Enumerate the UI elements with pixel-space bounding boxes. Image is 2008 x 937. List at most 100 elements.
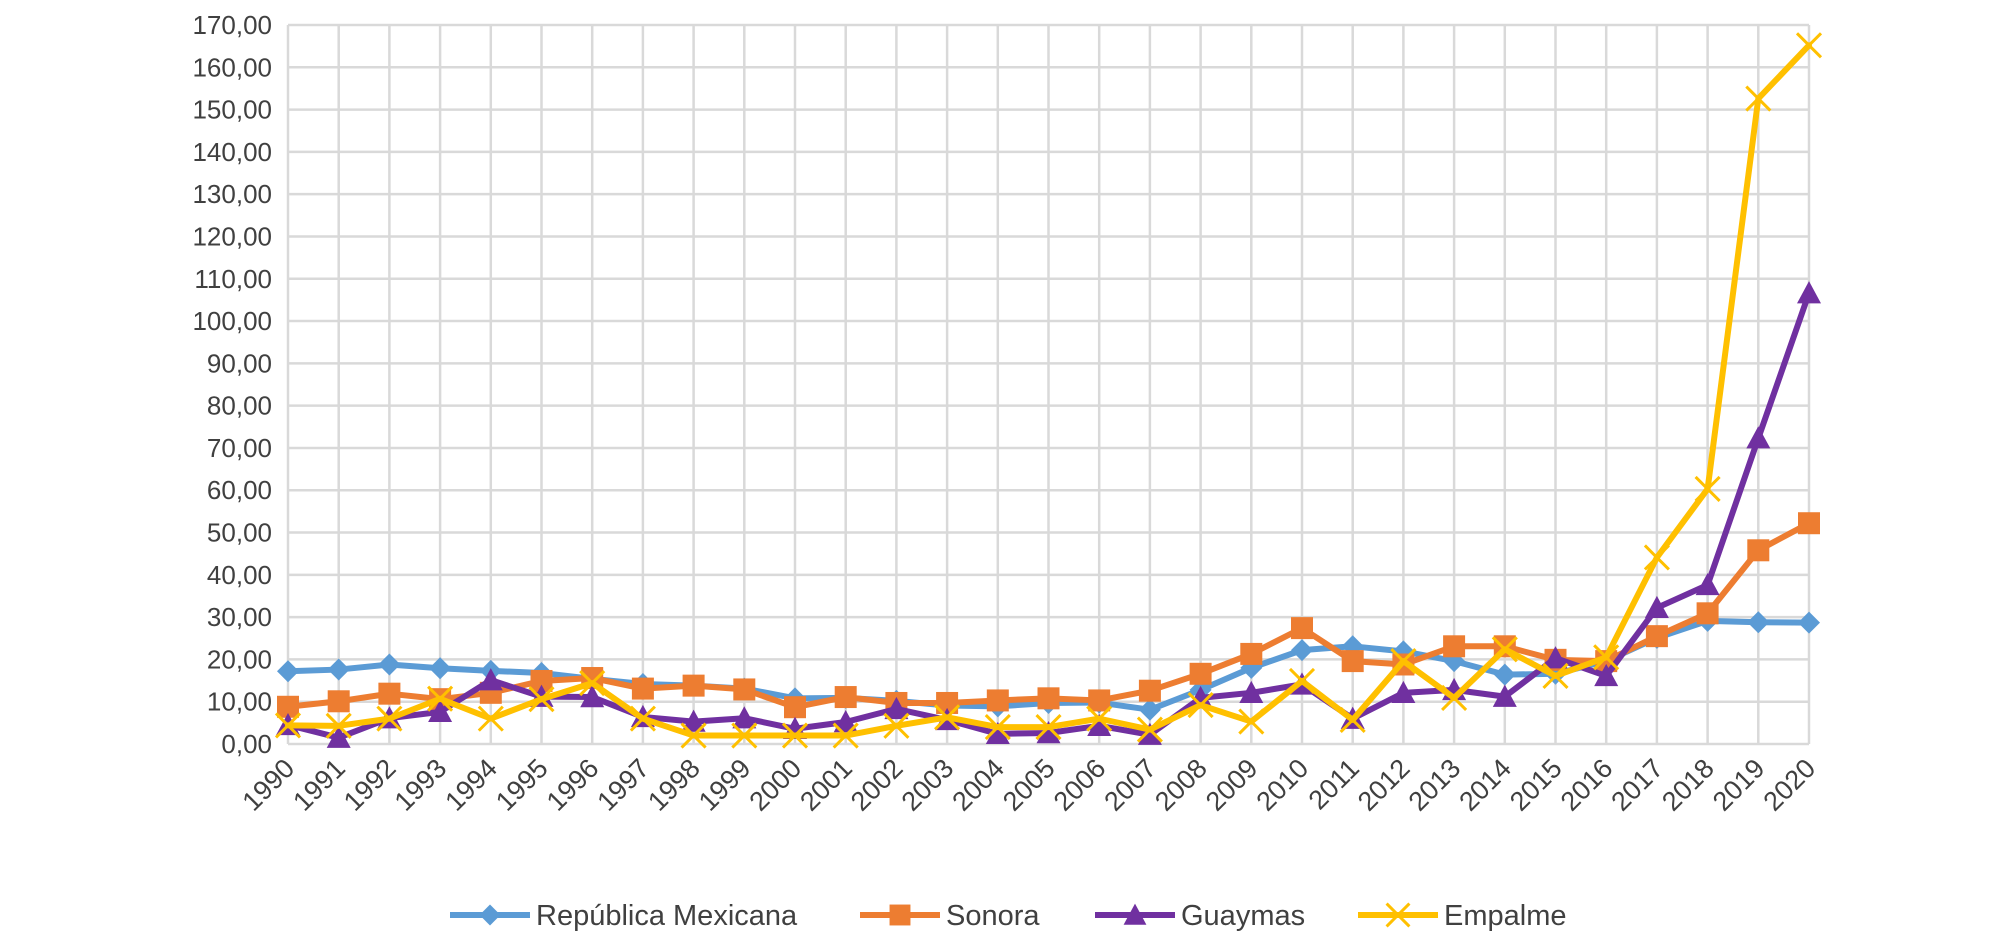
data-point-marker (1441, 684, 1468, 711)
data-point-marker (378, 653, 401, 676)
data-point-marker (1288, 667, 1316, 695)
marker-stroke (1795, 32, 1823, 59)
data-point-marker (1542, 662, 1569, 689)
legend-item: Empalme (1358, 900, 1567, 932)
data-point-marker (832, 722, 859, 749)
legend-label: República Mexicana (536, 900, 798, 932)
data-point-marker (1747, 539, 1770, 562)
data-point-marker (376, 705, 403, 732)
data-point-marker (1643, 544, 1670, 571)
data-point-marker (1594, 663, 1619, 687)
data-point-marker (883, 712, 910, 739)
data-point-marker (889, 904, 911, 926)
data-point-marker (1644, 595, 1669, 619)
data-point-marker (1035, 714, 1062, 741)
marker-stroke (934, 704, 961, 731)
data-point-marker (580, 685, 605, 708)
data-point-marker (1239, 680, 1264, 704)
data-point-marker (479, 904, 501, 926)
x-tick-label: 2020 (1758, 753, 1822, 817)
data-point-marker (1390, 648, 1417, 675)
marker-stroke (781, 722, 809, 749)
x-tick-label: 1991 (287, 753, 351, 817)
data-point-marker (629, 705, 656, 732)
data-point-marker (884, 696, 909, 720)
data-point-marker (274, 712, 302, 739)
data-point-marker (1137, 722, 1162, 745)
marker-stroke (680, 722, 707, 749)
x-tick-label: 2017 (1605, 753, 1669, 817)
x-tick-label: 2010 (1251, 753, 1315, 817)
data-point-marker (1543, 646, 1568, 669)
data-point-marker (1291, 617, 1313, 640)
data-point-marker (1341, 650, 1364, 673)
data-point-marker (477, 705, 504, 732)
data-point-marker (985, 721, 1010, 745)
data-point-marker (1037, 687, 1060, 710)
marker-stroke (376, 705, 403, 732)
data-point-marker (1138, 698, 1161, 721)
data-point-marker (579, 670, 606, 697)
data-point-marker (1645, 625, 1668, 648)
marker-stroke (1187, 692, 1214, 719)
x-tick-label: 2001 (794, 753, 858, 817)
y-tick-label: 160,00 (192, 52, 272, 82)
data-point-marker (784, 696, 806, 719)
data-point-marker (834, 686, 857, 709)
data-point-marker (1694, 475, 1721, 503)
x-tick-label: 2006 (1048, 753, 1112, 817)
data-point-marker (1798, 611, 1820, 634)
x-tick-label: 2003 (896, 753, 960, 817)
y-tick-label: 10,00 (207, 687, 272, 717)
data-point-marker (1797, 281, 1821, 304)
x-tick-label: 2004 (946, 753, 1010, 817)
y-tick-label: 30,00 (207, 602, 272, 632)
data-point-marker (1492, 684, 1517, 707)
data-point-marker (1747, 611, 1770, 634)
data-point-marker (631, 677, 654, 700)
data-point-marker (1238, 708, 1265, 735)
x-tick-label: 1993 (389, 753, 453, 817)
x-tick-label: 1996 (541, 753, 605, 817)
data-point-marker (1123, 903, 1147, 925)
data-point-marker (680, 722, 707, 749)
x-tick-label: 2016 (1555, 753, 1619, 817)
data-point-marker (984, 714, 1011, 741)
x-tick-label: 2018 (1656, 753, 1720, 817)
data-point-marker (1036, 721, 1061, 744)
x-tick-label: 2019 (1707, 753, 1771, 817)
data-point-marker (833, 710, 858, 733)
x-tick-label: 1998 (642, 753, 706, 817)
y-tick-label: 120,00 (192, 221, 272, 251)
data-point-marker (378, 682, 401, 705)
y-tick-label: 90,00 (207, 348, 272, 378)
x-tick-label: 1999 (693, 753, 757, 817)
data-point-marker (1087, 713, 1112, 737)
marker-stroke (731, 722, 758, 749)
data-point-marker (1188, 685, 1213, 709)
marker-stroke (1593, 644, 1620, 671)
legend-label: Guaymas (1181, 900, 1305, 932)
marker-stroke (1491, 636, 1518, 663)
data-point-marker (530, 669, 553, 692)
marker-stroke (1390, 648, 1417, 675)
y-tick-label: 130,00 (192, 179, 272, 209)
x-tick-label: 2014 (1453, 753, 1517, 817)
data-point-marker (327, 658, 350, 681)
data-point-marker (1339, 706, 1366, 733)
marker-stroke (883, 712, 910, 739)
data-point-marker (478, 668, 503, 691)
legend-item: Guaymas (1095, 900, 1305, 932)
data-point-marker (429, 657, 452, 680)
data-point-marker (428, 699, 453, 723)
data-point-marker (1491, 636, 1518, 663)
data-point-marker (1138, 679, 1161, 702)
x-tick-label: 2011 (1303, 753, 1365, 815)
y-tick-label: 100,00 (192, 306, 272, 336)
legend-label: Sonora (946, 900, 1040, 932)
y-tick-label: 40,00 (207, 560, 272, 590)
data-point-marker (986, 689, 1009, 712)
marker-stroke (274, 712, 302, 739)
marker-stroke (1339, 706, 1366, 733)
